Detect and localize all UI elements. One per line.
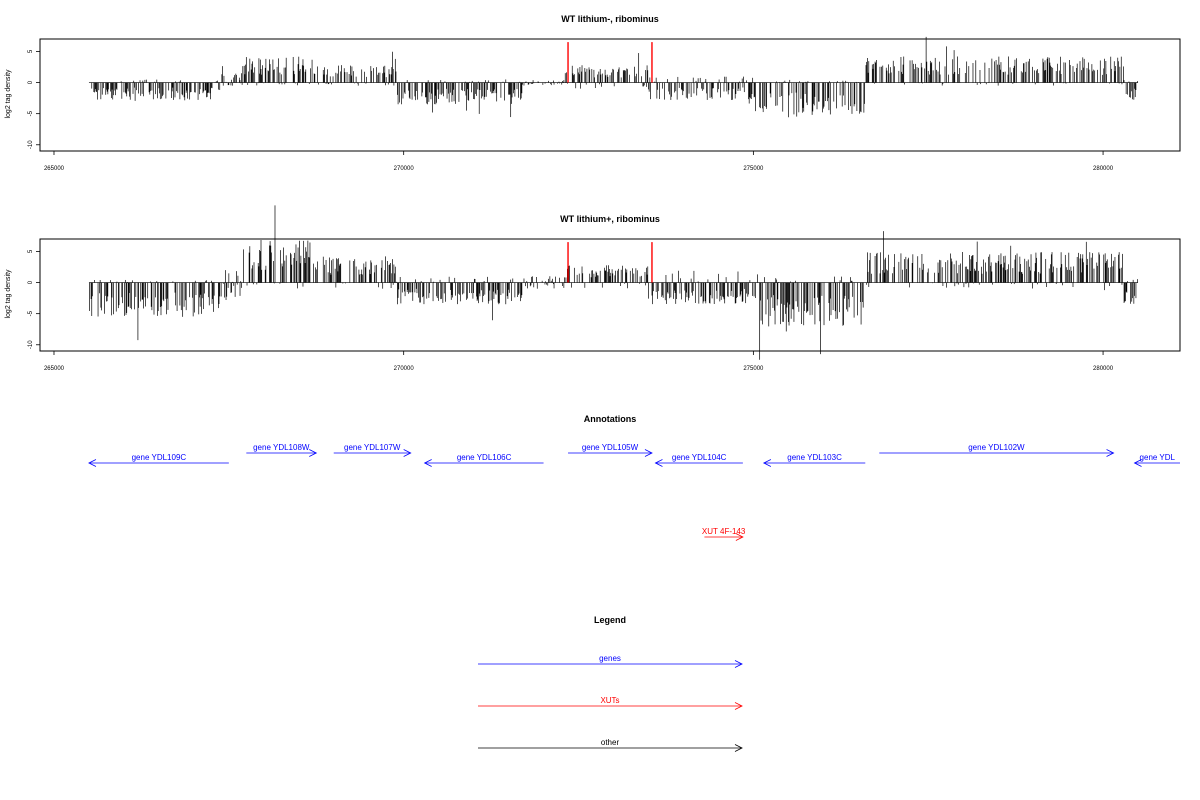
arrow-label: genes (599, 654, 621, 663)
gene-arrow: gene YDL104C (654, 453, 743, 467)
legend-title: Legend (594, 615, 626, 625)
panel-bars (91, 36, 1138, 118)
x-tick-label: 275000 (743, 366, 764, 372)
arrow-label: XUTs (600, 696, 619, 705)
x-tick-label: 270000 (394, 166, 415, 172)
x-tick-label: 265000 (44, 166, 65, 172)
y-tick-label: 5 (28, 49, 34, 53)
y-tick-label: 0 (28, 80, 34, 84)
x-tick-label: 280000 (1093, 166, 1114, 172)
gene-arrow: gene YDL105W (568, 443, 653, 457)
arrow-head (762, 459, 772, 467)
gene-arrow: gene YDL106C (423, 453, 544, 467)
gene-arrow: gene YDL103C (762, 453, 866, 467)
panel-title: WT lithium+, ribominus (560, 214, 660, 224)
arrow-label: gene YDL104C (672, 453, 727, 462)
panel-1: WT lithium+, ribominus log2 tag density … (5, 205, 1181, 372)
arrow-head (88, 459, 97, 467)
legend-item: other (478, 738, 743, 752)
arrow-head (309, 449, 318, 457)
arrow-label: gene YDL106C (457, 453, 512, 462)
y-tick-label: -10 (28, 140, 34, 149)
gene-arrow: gene YDL109C (88, 453, 229, 467)
legend-items: genes XUTs other (478, 654, 743, 752)
legend-item: genes (478, 654, 743, 668)
y-axis-label: log2 tag density (5, 269, 12, 319)
x-tick-label: 265000 (44, 366, 65, 372)
arrow-label: other (601, 738, 620, 747)
panel-axes: 265000 270000 275000 280000 5 0 -5 -10 (28, 38, 1181, 172)
arrow-label: gene YDL108W (253, 443, 310, 452)
arrow-label: gene YDL102W (968, 443, 1025, 452)
gene-arrow: gene YDL108W (246, 443, 318, 457)
arrow-label: gene YDL105W (582, 443, 639, 452)
panel-bars (89, 205, 1138, 360)
y-tick-label: 5 (28, 249, 34, 253)
panel-title: WT lithium-, ribominus (561, 14, 659, 24)
arrow-head (423, 459, 432, 467)
xut-arrow: XUT 4F-143 (702, 527, 746, 541)
y-tick-label: 0 (28, 280, 34, 284)
y-tick-label: -5 (28, 110, 34, 116)
gene-arrow: gene YDL102W (879, 443, 1115, 457)
arrow-head (735, 533, 744, 541)
y-tick-label: -5 (28, 310, 34, 316)
y-axis-label: log2 tag density (5, 69, 12, 119)
arrow-head (734, 744, 743, 752)
annotation-arrows: gene YDL109C gene YDL108W gene YDL107W gene… (88, 443, 1180, 541)
x-tick-label: 280000 (1093, 366, 1114, 372)
arrow-label: XUT 4F-143 (702, 527, 746, 536)
annotations-title: Annotations (584, 414, 637, 424)
gene-arrow: gene YDL107W (333, 443, 412, 457)
panel-axes: 265000 270000 275000 280000 5 0 -5 -10 (28, 238, 1181, 372)
arrow-head (1106, 449, 1115, 457)
arrow-head (654, 459, 663, 467)
arrow-head (644, 449, 653, 457)
y-tick-label: -10 (28, 340, 34, 349)
arrow-label: gene YDL (1140, 453, 1176, 462)
arrow-head (734, 660, 743, 668)
legend-item: XUTs (478, 696, 743, 710)
arrow-head (1133, 459, 1142, 467)
arrow-head (734, 702, 743, 710)
gene-arrow: gene YDL (1133, 453, 1180, 467)
arrow-label: gene YDL109C (132, 453, 187, 462)
x-tick-label: 270000 (394, 366, 415, 372)
arrow-label: gene YDL103C (787, 453, 842, 462)
x-tick-label: 275000 (743, 166, 764, 172)
panel-0: WT lithium-, ribominus log2 tag density … (5, 14, 1181, 172)
legend: Legend genes XUTs other (478, 615, 743, 752)
arrow-head (403, 449, 412, 457)
arrow-label: gene YDL107W (344, 443, 401, 452)
plot-frame (39, 238, 1181, 352)
plot-frame (39, 38, 1181, 152)
